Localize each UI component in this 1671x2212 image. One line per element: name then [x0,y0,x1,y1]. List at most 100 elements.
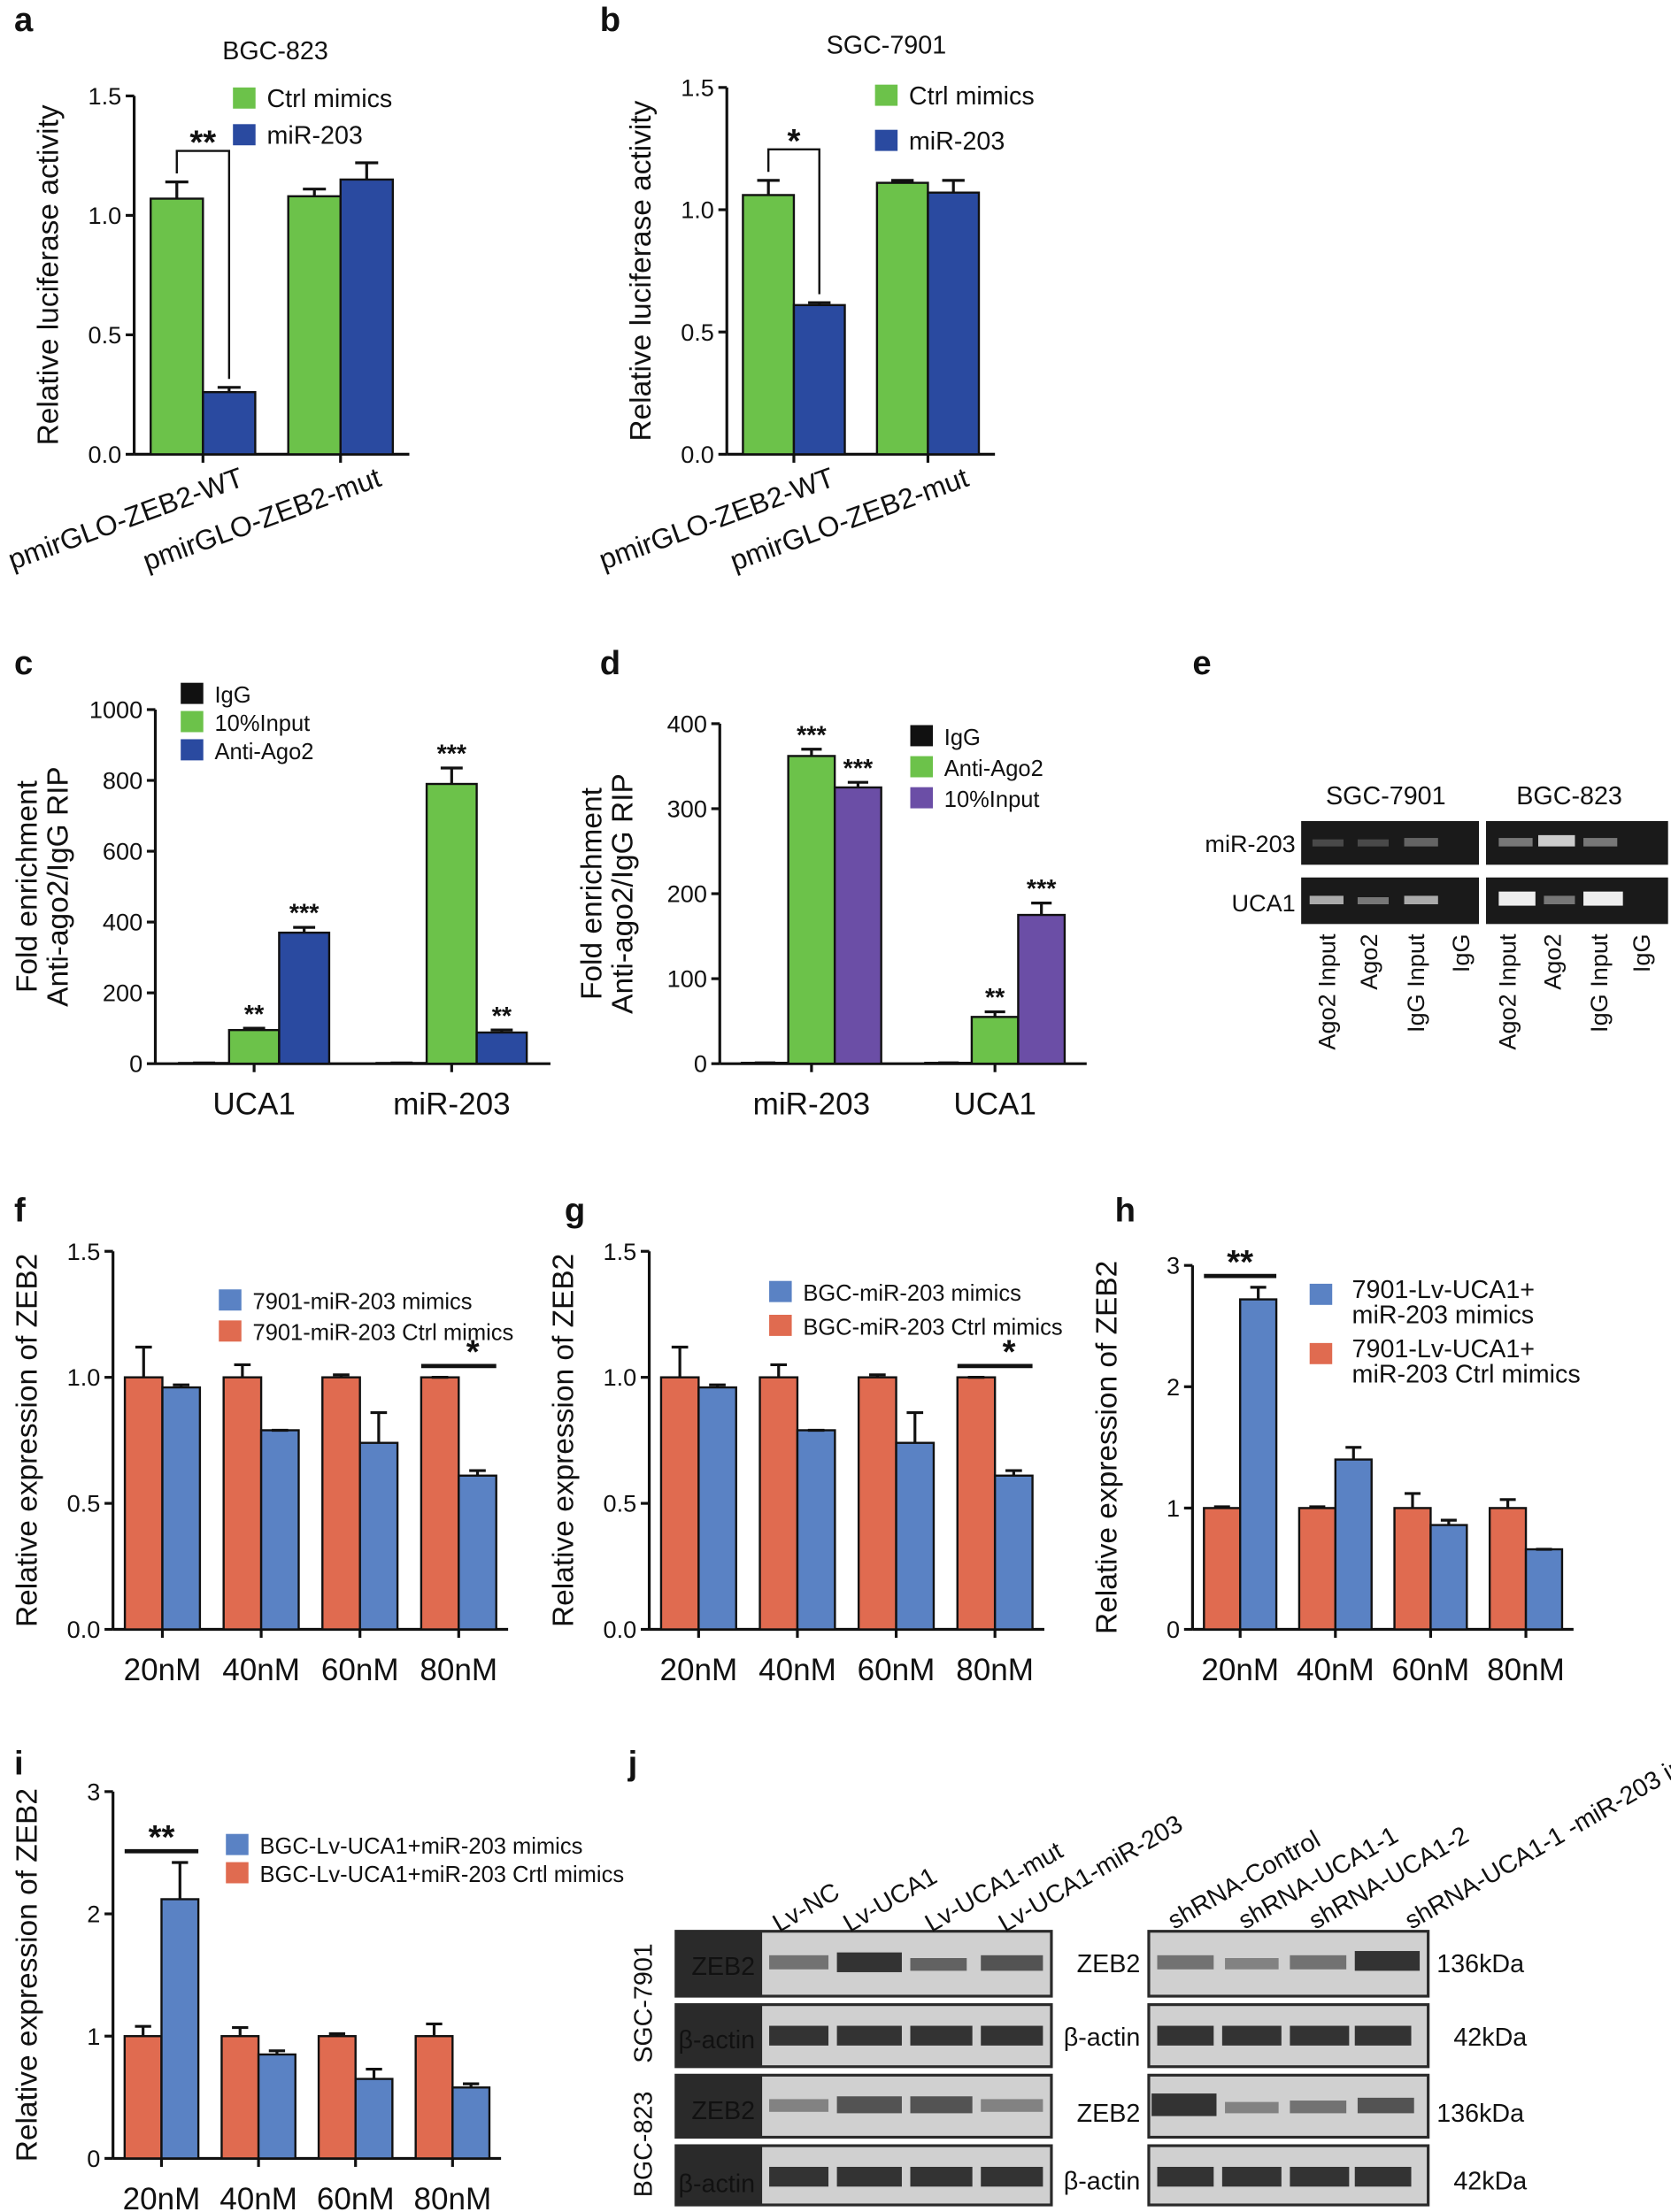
significance-label: *** [843,755,874,783]
y-tick-label: 1 [1167,1494,1180,1522]
legend-label: Anti-Ago2 [944,757,1043,781]
x-tick-label: 40nM [219,2182,297,2212]
blot-bands [769,1951,1421,2187]
row-label: ZEB2 [1077,2100,1141,2128]
legend-label: BGC-miR-203 Ctrl mimics [803,1315,1062,1340]
legend-label: BGC-Lv-UCA1+miR-203 Crtl mimics [259,1863,624,1887]
y-tick-label: 0.5 [681,319,714,346]
error-bar [984,1010,1005,1018]
row-label: β-actin [1064,2024,1141,2052]
legend-swatch [910,756,934,778]
lane-label: IgG Input [1402,933,1429,1033]
cell-line-label: SGC-7901 [630,1943,658,2063]
y-axis-label: Anti-ago2/IgG RIP [606,773,639,1014]
bar [222,1376,263,1631]
y-tick-label: 200 [103,979,142,1007]
legend-label: 10%Input [944,787,1040,812]
error-bar [303,188,327,196]
legend-swatch [1309,1283,1333,1305]
legend-label: miR-203 [266,122,362,150]
error-bar [1345,1446,1362,1460]
y-tick-label: 0.5 [604,1490,637,1517]
bar [970,1016,1020,1065]
y-axis-label: Relative expression of ZEB2 [1090,1261,1123,1634]
error-bar [333,1373,350,1378]
bar [1017,913,1067,1065]
bar [993,1474,1034,1631]
legend-swatch [181,739,204,761]
legend-swatch [233,87,256,109]
legend-label: IgG [214,683,250,708]
x-tick-label: 20nM [123,2182,201,2212]
significance-label: ** [1227,1243,1253,1281]
x-tick-label: 80nM [420,1653,497,1687]
x-tick-label: 40nM [1297,1653,1375,1687]
bar [339,178,395,456]
size-label: 42kDa [1453,2167,1527,2195]
y-tick-label: 400 [103,909,142,936]
error-bar [869,1373,886,1378]
significance-label: * [788,122,801,160]
error-bar [469,1469,486,1476]
bar [287,195,342,456]
error-bar [328,2032,346,2037]
error-bar [1031,902,1052,916]
error-bar [709,1383,726,1388]
lane-label: Ago2 Input [1493,933,1521,1050]
significance-label: * [466,1333,480,1371]
bar [278,931,331,1065]
row-label: β-actin [678,2170,755,2199]
legend-swatch [181,682,204,704]
panel-letter: j [628,1745,638,1783]
error-bar [268,2049,286,2055]
bar [927,191,981,456]
y-tick-label: 1.0 [681,196,714,224]
error-bar [172,1861,189,1900]
bar [257,2053,296,2160]
error-bar [370,1410,388,1443]
x-tick-label: 20nM [659,1653,737,1687]
x-tick-label: 20nM [124,1653,202,1687]
x-tick-label: 40nM [222,1653,300,1687]
significance-label: *** [437,741,467,769]
legend-label: BGC-Lv-UCA1+miR-203 mimics [259,1834,582,1859]
y-tick-label: 1.0 [67,1363,101,1391]
error-bar [355,161,379,180]
error-bar [847,780,868,787]
legend-label: IgG [944,726,981,750]
y-tick-label: 1.5 [67,1238,101,1265]
legend-line: 7901-Lv-UCA1+ [1352,1335,1536,1363]
legend-label: 7901-Lv-UCA1+ miR-203 mimics [1352,1276,1536,1330]
legend-swatch [910,787,934,809]
bar [321,1376,361,1631]
bar [1429,1524,1468,1631]
error-bar [757,179,780,196]
y-tick-label: 3 [1167,1252,1180,1279]
error-bar [366,2067,382,2079]
row-label: ZEB2 [691,2097,755,2125]
significance-label: ** [492,1002,512,1031]
y-tick-label: 300 [667,795,707,823]
significance-label: *** [797,721,827,749]
error-bar [890,179,914,183]
significance-label: ** [985,984,1005,1012]
error-bar [462,2082,480,2088]
bar [833,786,882,1065]
y-tick-label: 0.0 [604,1616,637,1643]
significance-label: *** [289,900,320,928]
row-label: ZEB2 [691,1953,755,1981]
y-tick-label: 2 [87,1901,100,1928]
group-label: BGC-823 [1516,782,1622,810]
panel-letter: b [600,1,620,39]
bar [160,1898,200,2160]
legend-swatch [874,129,898,151]
y-tick-label: 0.0 [89,441,122,468]
y-tick-label: 0 [87,2145,100,2172]
bar [697,1386,737,1631]
chart-title: SGC-7901 [827,32,947,60]
lane-labels: Lv-NC Lv-UCA1 Lv-UCA1-mut Lv-UCA1-miR-20… [768,1717,1671,1939]
legend-swatch [1309,1342,1333,1364]
row-label: UCA1 [1231,889,1295,917]
